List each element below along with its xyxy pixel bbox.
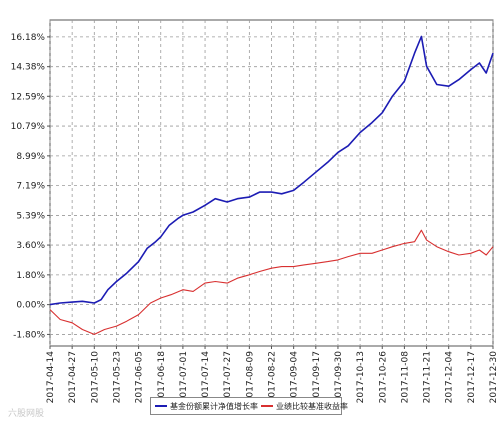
legend: 基金份额累计净值增长率 业绩比较基准收益率 xyxy=(150,397,348,415)
x-tick-label: 2017-06-18 xyxy=(157,351,167,404)
x-tick-label: 2017-07-01 xyxy=(179,351,189,403)
y-tick-label: 14.38% xyxy=(11,63,46,73)
x-tick-label: 2017-09-17 xyxy=(312,351,322,403)
y-tick-label: 3.60% xyxy=(16,241,45,251)
x-tick-label: 2017-07-14 xyxy=(201,351,211,404)
x-tick-label: 2017-08-22 xyxy=(268,351,278,403)
series-lines xyxy=(49,35,494,335)
x-tick-label: 2017-07-27 xyxy=(223,351,233,403)
legend-label-benchmark: 业绩比较基准收益率 xyxy=(276,401,348,411)
x-tick-label: 2017-10-13 xyxy=(356,351,366,403)
y-tick-label: 12.59% xyxy=(11,92,46,102)
legend-swatch-fund xyxy=(155,405,167,407)
y-axis: -1.80% 0.00% 1.80% 3.60% 5.39% 7.19% 8.99% 10.7… xyxy=(11,33,50,340)
y-tick-label: -1.80% xyxy=(13,330,45,340)
legend-item-benchmark: 业绩比较基准收益率 xyxy=(261,401,348,412)
x-tick-label: 2017-12-04 xyxy=(445,351,455,404)
y-tick-label: 1.80% xyxy=(16,271,45,281)
x-tick-label: 2017-04-27 xyxy=(68,351,78,403)
watermark-text: 六股网股 xyxy=(8,409,45,419)
x-tick-label: 2017-09-04 xyxy=(290,351,300,404)
x-tick-label: 2017-05-10 xyxy=(90,351,100,404)
y-tick-label: 8.99% xyxy=(16,152,45,162)
y-tick-label: 16.18% xyxy=(11,33,46,43)
x-tick-label: 2017-12-17 xyxy=(467,351,477,403)
series-line-fund xyxy=(49,35,494,306)
y-tick-label: 0.00% xyxy=(16,301,45,311)
y-tick-label: 10.79% xyxy=(11,122,46,132)
x-tick-label: 2017-08-09 xyxy=(245,351,255,404)
x-tick-label: 2017-09-30 xyxy=(334,351,344,404)
legend-item-fund: 基金份额累计净值增长率 xyxy=(155,401,258,412)
y-tick-label: 7.19% xyxy=(16,182,45,192)
legend-label-fund: 基金份额累计净值增长率 xyxy=(170,401,258,411)
series-line-benchmark xyxy=(49,229,494,335)
x-tick-label: 2017-11-21 xyxy=(423,351,433,403)
x-tick-label: 2017-05-23 xyxy=(112,351,122,403)
x-axis: 2017-04-14 2017-04-27 2017-05-10 2017-05-23… xyxy=(46,346,499,403)
legend-swatch-benchmark xyxy=(261,405,273,407)
x-tick-label: 2017-12-30 xyxy=(489,351,499,404)
x-tick-label: 2017-10-26 xyxy=(378,351,388,404)
x-tick-label: 2017-11-08 xyxy=(400,351,410,404)
x-tick-label: 2017-06-05 xyxy=(135,351,145,403)
grid-lines xyxy=(49,20,494,346)
y-tick-label: 5.39% xyxy=(16,211,45,221)
x-tick-label: 2017-04-14 xyxy=(46,351,56,404)
